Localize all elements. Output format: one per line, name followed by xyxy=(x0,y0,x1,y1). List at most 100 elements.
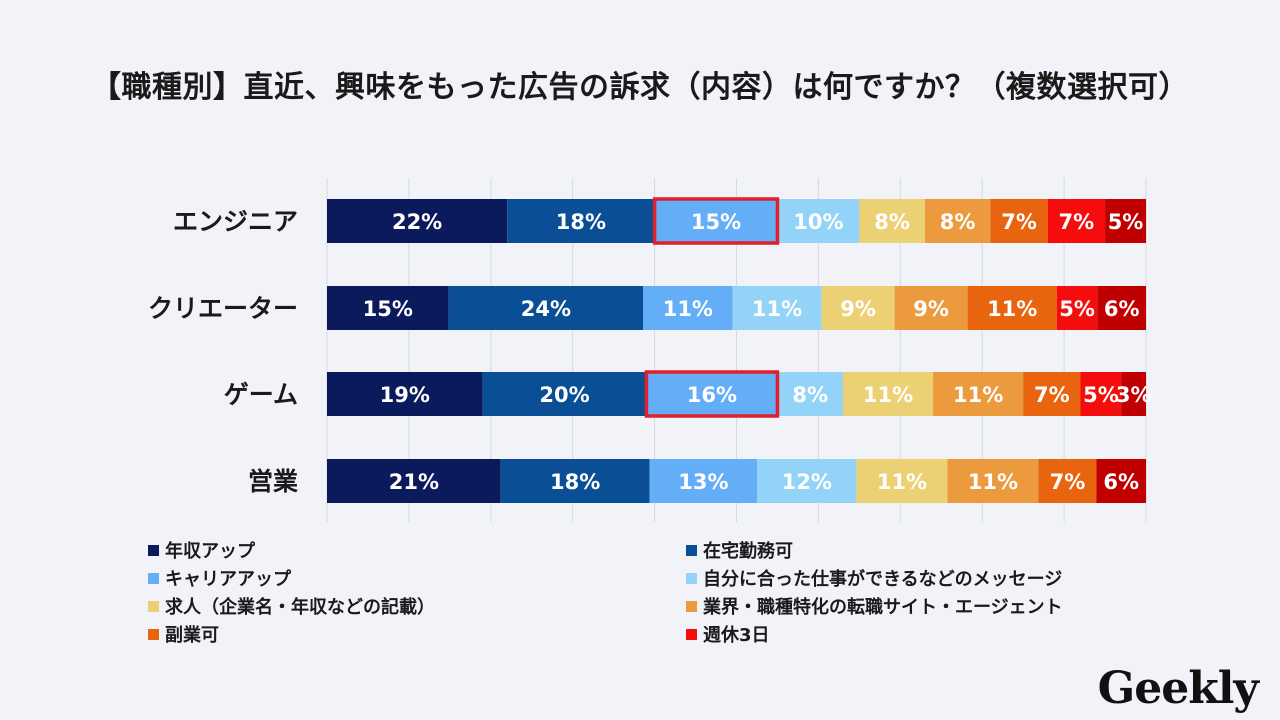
legend-label: 自分に合った仕事ができるなどのメッセージ xyxy=(703,569,1063,590)
legend-swatch xyxy=(686,600,697,612)
bar-segment xyxy=(327,459,501,503)
bar-segment xyxy=(646,372,778,416)
legend-label: キャリアアップ xyxy=(165,569,291,590)
data-label: 7% xyxy=(1059,210,1095,234)
bar-segment xyxy=(1105,199,1146,243)
legend-label: 週休3日 xyxy=(703,625,770,646)
bar-segment xyxy=(1023,372,1081,416)
bar-segment xyxy=(643,286,733,330)
data-label: 8% xyxy=(940,210,976,234)
bar-segment xyxy=(1056,286,1098,330)
legend-swatch xyxy=(686,628,697,640)
bar-segment xyxy=(990,199,1048,243)
data-label: 5% xyxy=(1083,383,1119,407)
data-label: 20% xyxy=(539,383,589,407)
category-label: エンジニア xyxy=(173,207,298,236)
data-label: 6% xyxy=(1103,470,1139,494)
legend-swatch xyxy=(148,544,159,556)
data-label: 11% xyxy=(752,297,802,321)
bar-segment xyxy=(448,286,644,330)
bar-segment xyxy=(1096,459,1146,503)
geekly-logo: Geekly xyxy=(1097,663,1259,714)
bar-segment xyxy=(777,199,860,243)
data-label: 11% xyxy=(877,470,927,494)
category-label: 営業 xyxy=(248,467,298,496)
category-label: ゲーム xyxy=(224,380,298,409)
bar-segment xyxy=(894,286,968,330)
legend-item: 年収アップ xyxy=(148,538,686,562)
bar-segment xyxy=(649,459,758,503)
highlight-box xyxy=(644,370,780,418)
highlight-box xyxy=(652,197,780,245)
data-label: 10% xyxy=(793,210,843,234)
bar-segment xyxy=(327,372,483,416)
bar-segment xyxy=(482,372,647,416)
data-label: 12% xyxy=(782,470,832,494)
data-label: 11% xyxy=(987,297,1037,321)
legend-swatch xyxy=(148,628,159,640)
bar-segment xyxy=(1047,199,1106,243)
legend-item: 副業可 xyxy=(148,622,686,646)
bar-segment xyxy=(821,286,895,330)
bar-segment xyxy=(654,199,778,243)
legend-item: キャリアアップ xyxy=(148,566,686,590)
legend-label: 年収アップ xyxy=(165,541,255,562)
legend-label: 在宅勤務可 xyxy=(703,541,793,562)
bar-segment xyxy=(856,459,948,503)
bar-segment xyxy=(1038,459,1097,503)
bar-segment xyxy=(947,459,1039,503)
legend-swatch xyxy=(686,544,697,556)
legend-label: 業界・職種特化の転職サイト・エージェント xyxy=(703,597,1063,618)
data-label: 11% xyxy=(863,383,913,407)
bar-segment xyxy=(732,286,822,330)
data-label: 22% xyxy=(392,210,442,234)
data-label: 11% xyxy=(953,383,1003,407)
legend-swatch xyxy=(148,572,159,584)
bar-segment xyxy=(967,286,1057,330)
data-label: 7% xyxy=(1001,210,1037,234)
legend-item: 週休3日 xyxy=(686,622,1136,646)
stacked-bar-chart: エンジニア 22% 18% 15% 10% 8% 8% 7% 7% 5% クリエーター 15% 24% 1… xyxy=(148,178,1152,522)
legend-item: 業界・職種特化の転職サイト・エージェント xyxy=(686,594,1136,618)
category-label: クリエーター xyxy=(148,294,298,323)
bar-segment xyxy=(924,199,991,243)
legend: 年収アップ 在宅勤務可キャリアアップ 自分に合った仕事ができるなどのメッセージ 求人（… xyxy=(148,538,1148,646)
bar-segment xyxy=(757,459,857,503)
legend-item: 求人（企業名・年収などの記載） xyxy=(148,594,686,618)
data-label: 11% xyxy=(663,297,713,321)
data-label: 9% xyxy=(913,297,949,321)
data-label: 7% xyxy=(1034,383,1070,407)
bar-segment xyxy=(777,372,843,416)
data-label: 3% xyxy=(1116,383,1152,407)
data-label: 15% xyxy=(363,297,413,321)
data-label: 7% xyxy=(1050,470,1086,494)
data-label: 11% xyxy=(968,470,1018,494)
data-label: 5% xyxy=(1059,297,1095,321)
legend-item: 在宅勤務可 xyxy=(686,538,1136,562)
data-label: 15% xyxy=(691,210,741,234)
bar-segment xyxy=(500,459,650,503)
data-label: 18% xyxy=(550,470,600,494)
data-label: 13% xyxy=(678,470,728,494)
bar-segment xyxy=(327,286,449,330)
data-label: 24% xyxy=(521,297,571,321)
legend-swatch xyxy=(686,572,697,584)
legend-label: 副業可 xyxy=(165,625,219,646)
bar-segment xyxy=(1121,372,1146,416)
bar-segment xyxy=(842,372,934,416)
data-label: 16% xyxy=(687,383,737,407)
bar-segment xyxy=(327,199,508,243)
bar-segment xyxy=(1097,286,1146,330)
data-label: 6% xyxy=(1104,297,1140,321)
bar-segment xyxy=(933,372,1024,416)
legend-swatch xyxy=(148,600,159,612)
bar-segment xyxy=(1080,372,1122,416)
data-label: 8% xyxy=(792,383,828,407)
data-label: 21% xyxy=(389,470,439,494)
legend-item: 自分に合った仕事ができるなどのメッセージ xyxy=(686,566,1136,590)
data-label: 19% xyxy=(380,383,430,407)
data-label: 9% xyxy=(840,297,876,321)
bar-segment xyxy=(507,199,655,243)
data-label: 5% xyxy=(1108,210,1144,234)
data-label: 18% xyxy=(556,210,606,234)
